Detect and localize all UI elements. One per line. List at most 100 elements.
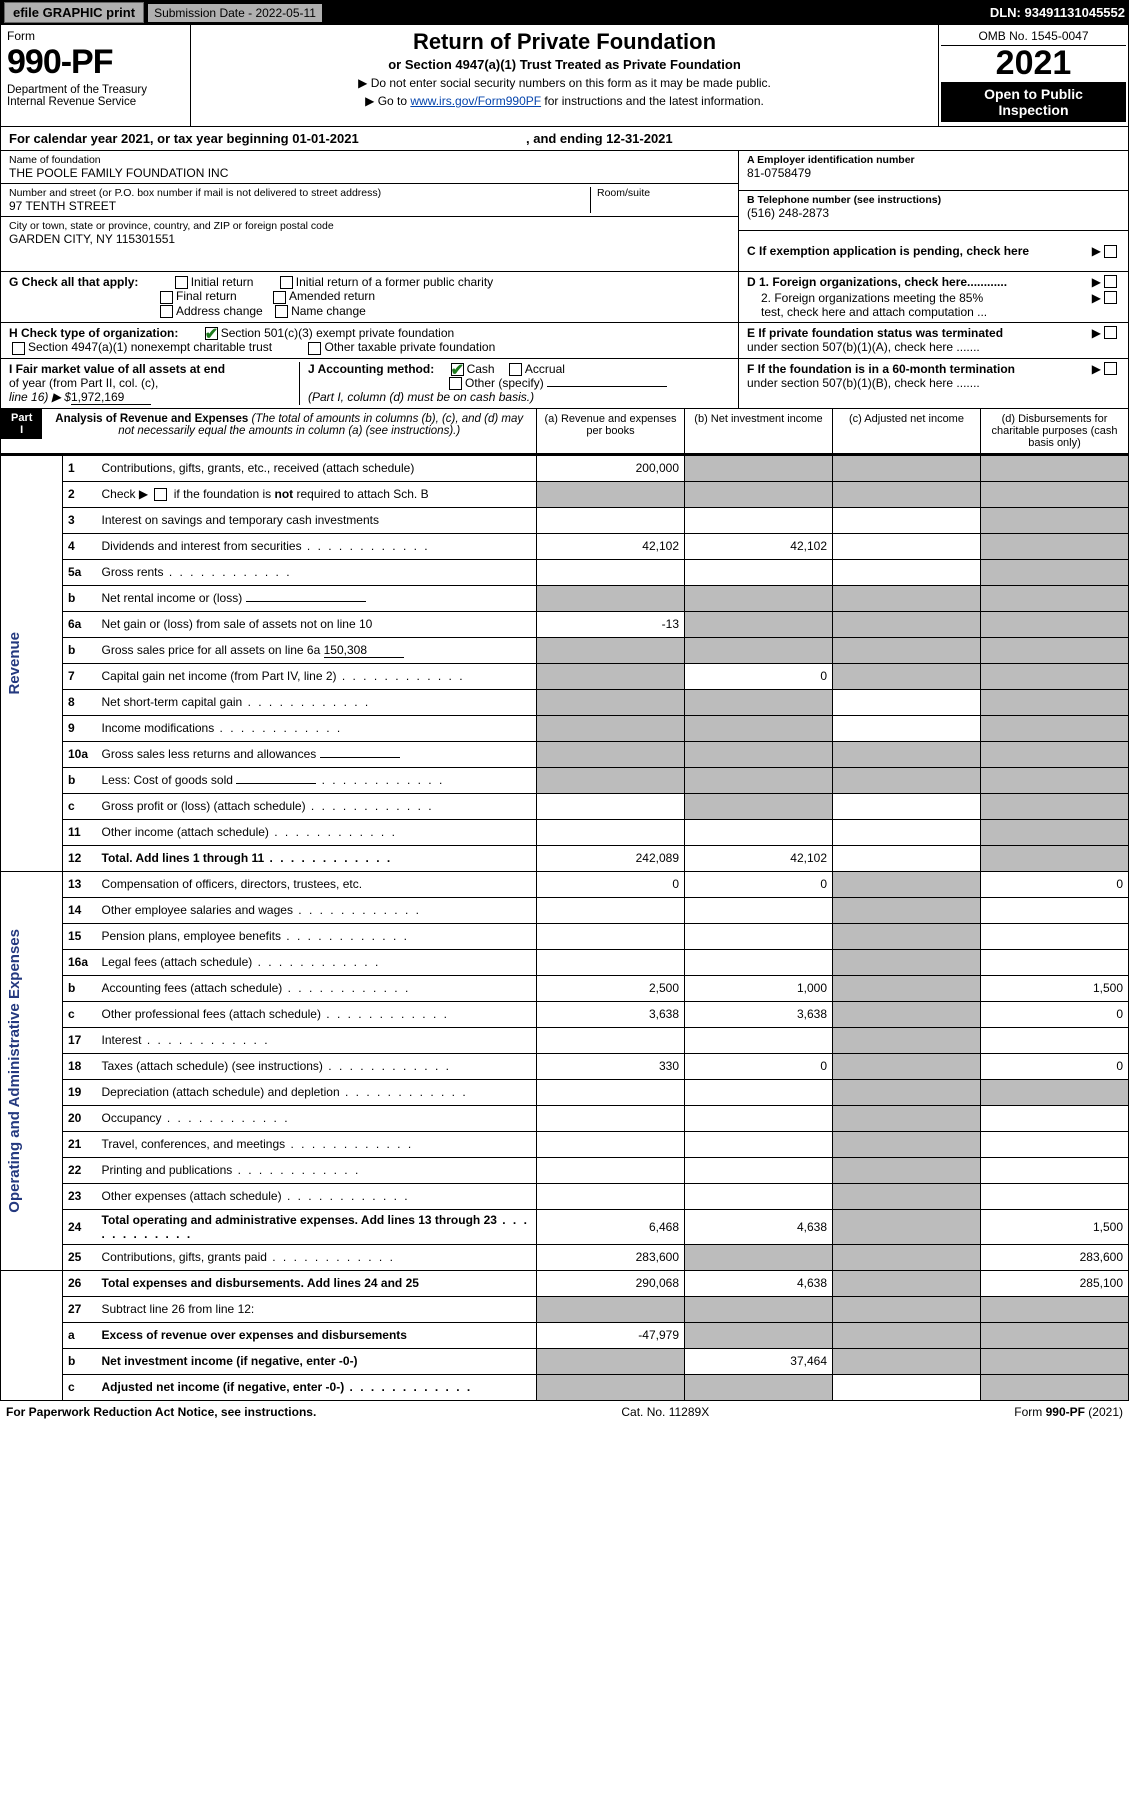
table-row: 15Pension plans, employee benefits: [1, 923, 1129, 949]
other-taxable-checkbox[interactable]: [308, 342, 321, 355]
table-row: 11Other income (attach schedule): [1, 819, 1129, 845]
g-d-block: G Check all that apply: Initial return I…: [0, 272, 1129, 409]
table-row: 26Total expenses and disbursements. Add …: [1, 1270, 1129, 1296]
table-row: 7Capital gain net income (from Part IV, …: [1, 663, 1129, 689]
table-row: 9Income modifications: [1, 715, 1129, 741]
form-number: 990-PF: [7, 43, 113, 81]
irs-label: Internal Revenue Service: [7, 96, 184, 108]
table-row: 8Net short-term capital gain: [1, 689, 1129, 715]
table-row: 19Depreciation (attach schedule) and dep…: [1, 1079, 1129, 1105]
ein-value: 81-0758479: [747, 166, 1120, 180]
catalog-number: Cat. No. 11289X: [621, 1405, 709, 1419]
address-change-checkbox[interactable]: [160, 305, 173, 318]
fmv-label-1: I Fair market value of all assets at end: [9, 362, 225, 376]
city-label: City or town, state or province, country…: [9, 220, 730, 232]
col-a-header: (a) Revenue and expenses per books: [536, 409, 684, 454]
part1-tag: Part I: [1, 409, 42, 439]
efile-print-button[interactable]: efile GRAPHIC print: [4, 2, 144, 23]
form-subtitle: or Section 4947(a)(1) Trust Treated as P…: [195, 57, 934, 72]
part1-header: Part I Analysis of Revenue and Expenses …: [0, 409, 1129, 455]
fmv-value: 1,972,169: [71, 390, 151, 405]
cash-checkbox[interactable]: [451, 363, 464, 376]
col-b-header: (b) Net investment income: [684, 409, 832, 454]
table-row: bLess: Cost of goods sold: [1, 767, 1129, 793]
ein-label: A Employer identification number: [747, 154, 1120, 166]
identification-block: Name of foundation THE POOLE FAMILY FOUN…: [0, 151, 1129, 272]
form-header: Form 990-PF Department of the Treasury I…: [0, 25, 1129, 127]
tax-year: 2021: [941, 46, 1126, 80]
schb-checkbox[interactable]: [154, 488, 167, 501]
form-footer-label: Form 990-PF (2021): [1014, 1405, 1123, 1419]
table-row: cOther professional fees (attach schedul…: [1, 1001, 1129, 1027]
501c3-checkbox[interactable]: [205, 327, 218, 340]
table-row: 5aGross rents: [1, 559, 1129, 585]
table-row: 27Subtract line 26 from line 12:: [1, 1296, 1129, 1322]
part1-table: Revenue 1Contributions, gifts, grants, e…: [0, 455, 1129, 1401]
revenue-side-label: Revenue: [6, 632, 23, 695]
exemption-pending-label: C If exemption application is pending, c…: [747, 244, 1092, 258]
table-row: 24Total operating and administrative exp…: [1, 1209, 1129, 1244]
table-row: cAdjusted net income (if negative, enter…: [1, 1374, 1129, 1400]
name-change-checkbox[interactable]: [275, 305, 288, 318]
page-footer: For Paperwork Reduction Act Notice, see …: [0, 1401, 1129, 1423]
table-row: 12Total. Add lines 1 through 11242,08942…: [1, 845, 1129, 871]
dln-label: DLN: 93491131045552: [990, 5, 1125, 20]
table-row: bNet investment income (if negative, ent…: [1, 1348, 1129, 1374]
col-d-header: (d) Disbursements for charitable purpose…: [980, 409, 1128, 454]
table-row: 20Occupancy: [1, 1105, 1129, 1131]
address-value: 97 TENTH STREET: [9, 199, 590, 213]
table-row: 2Check ▶ if the foundation is not requir…: [1, 481, 1129, 507]
col-c-header: (c) Adjusted net income: [832, 409, 980, 454]
foreign-org-checkbox[interactable]: [1104, 275, 1117, 288]
table-row: 4Dividends and interest from securities4…: [1, 533, 1129, 559]
table-row: 3Interest on savings and temporary cash …: [1, 507, 1129, 533]
table-row: 23Other expenses (attach schedule): [1, 1183, 1129, 1209]
part1-title: Analysis of Revenue and Expenses: [55, 413, 248, 425]
60month-checkbox[interactable]: [1104, 362, 1117, 375]
address-label: Number and street (or P.O. box number if…: [9, 187, 590, 199]
amended-return-checkbox[interactable]: [273, 291, 286, 304]
initial-return-checkbox[interactable]: [175, 276, 188, 289]
dept-treasury: Department of the Treasury: [7, 84, 184, 96]
city-value: GARDEN CITY, NY 115301551: [9, 232, 730, 246]
4947a1-checkbox[interactable]: [12, 342, 25, 355]
terminated-checkbox[interactable]: [1104, 326, 1117, 339]
table-row: 14Other employee salaries and wages: [1, 897, 1129, 923]
table-row: Revenue 1Contributions, gifts, grants, e…: [1, 455, 1129, 481]
form-title: Return of Private Foundation: [195, 29, 934, 55]
submission-date-badge: Submission Date - 2022-05-11: [148, 4, 322, 22]
table-row: bAccounting fees (attach schedule)2,5001…: [1, 975, 1129, 1001]
form-word: Form: [7, 29, 35, 43]
table-row: 21Travel, conferences, and meetings: [1, 1131, 1129, 1157]
expenses-side-label: Operating and Administrative Expenses: [6, 929, 23, 1213]
paperwork-notice: For Paperwork Reduction Act Notice, see …: [6, 1405, 316, 1419]
table-row: 16aLegal fees (attach schedule): [1, 949, 1129, 975]
table-row: 6aNet gain or (loss) from sale of assets…: [1, 611, 1129, 637]
table-row: 22Printing and publications: [1, 1157, 1129, 1183]
initial-former-public-checkbox[interactable]: [280, 276, 293, 289]
accrual-checkbox[interactable]: [509, 363, 522, 376]
foreign-85-checkbox[interactable]: [1104, 291, 1117, 304]
exemption-pending-checkbox[interactable]: [1104, 245, 1117, 258]
e-label-1: E If private foundation status was termi…: [747, 326, 1003, 340]
ssn-warning: ▶ Do not enter social security numbers o…: [195, 76, 934, 90]
other-method-checkbox[interactable]: [449, 377, 462, 390]
name-of-foundation-label: Name of foundation: [9, 154, 730, 166]
cash-basis-note: (Part I, column (d) must be on cash basi…: [308, 390, 534, 404]
table-row: bGross sales price for all assets on lin…: [1, 637, 1129, 663]
accounting-method-label: J Accounting method:: [308, 362, 434, 376]
telephone-label: B Telephone number (see instructions): [747, 194, 1120, 206]
table-row: 17Interest: [1, 1027, 1129, 1053]
room-suite-label: Room/suite: [597, 187, 730, 199]
final-return-checkbox[interactable]: [160, 291, 173, 304]
h-label: H Check type of organization:: [9, 326, 178, 340]
table-row: bNet rental income or (loss): [1, 585, 1129, 611]
g-label: G Check all that apply:: [9, 275, 138, 289]
table-row: cGross profit or (loss) (attach schedule…: [1, 793, 1129, 819]
form990pf-link[interactable]: www.irs.gov/Form990PF: [410, 94, 541, 108]
telephone-value: (516) 248-2873: [747, 206, 1120, 220]
goto-note: ▶ Go to www.irs.gov/Form990PF for instru…: [195, 94, 934, 108]
table-row: 18Taxes (attach schedule) (see instructi…: [1, 1053, 1129, 1079]
table-row: Operating and Administrative Expenses 13…: [1, 871, 1129, 897]
top-bar: efile GRAPHIC print Submission Date - 20…: [0, 0, 1129, 25]
